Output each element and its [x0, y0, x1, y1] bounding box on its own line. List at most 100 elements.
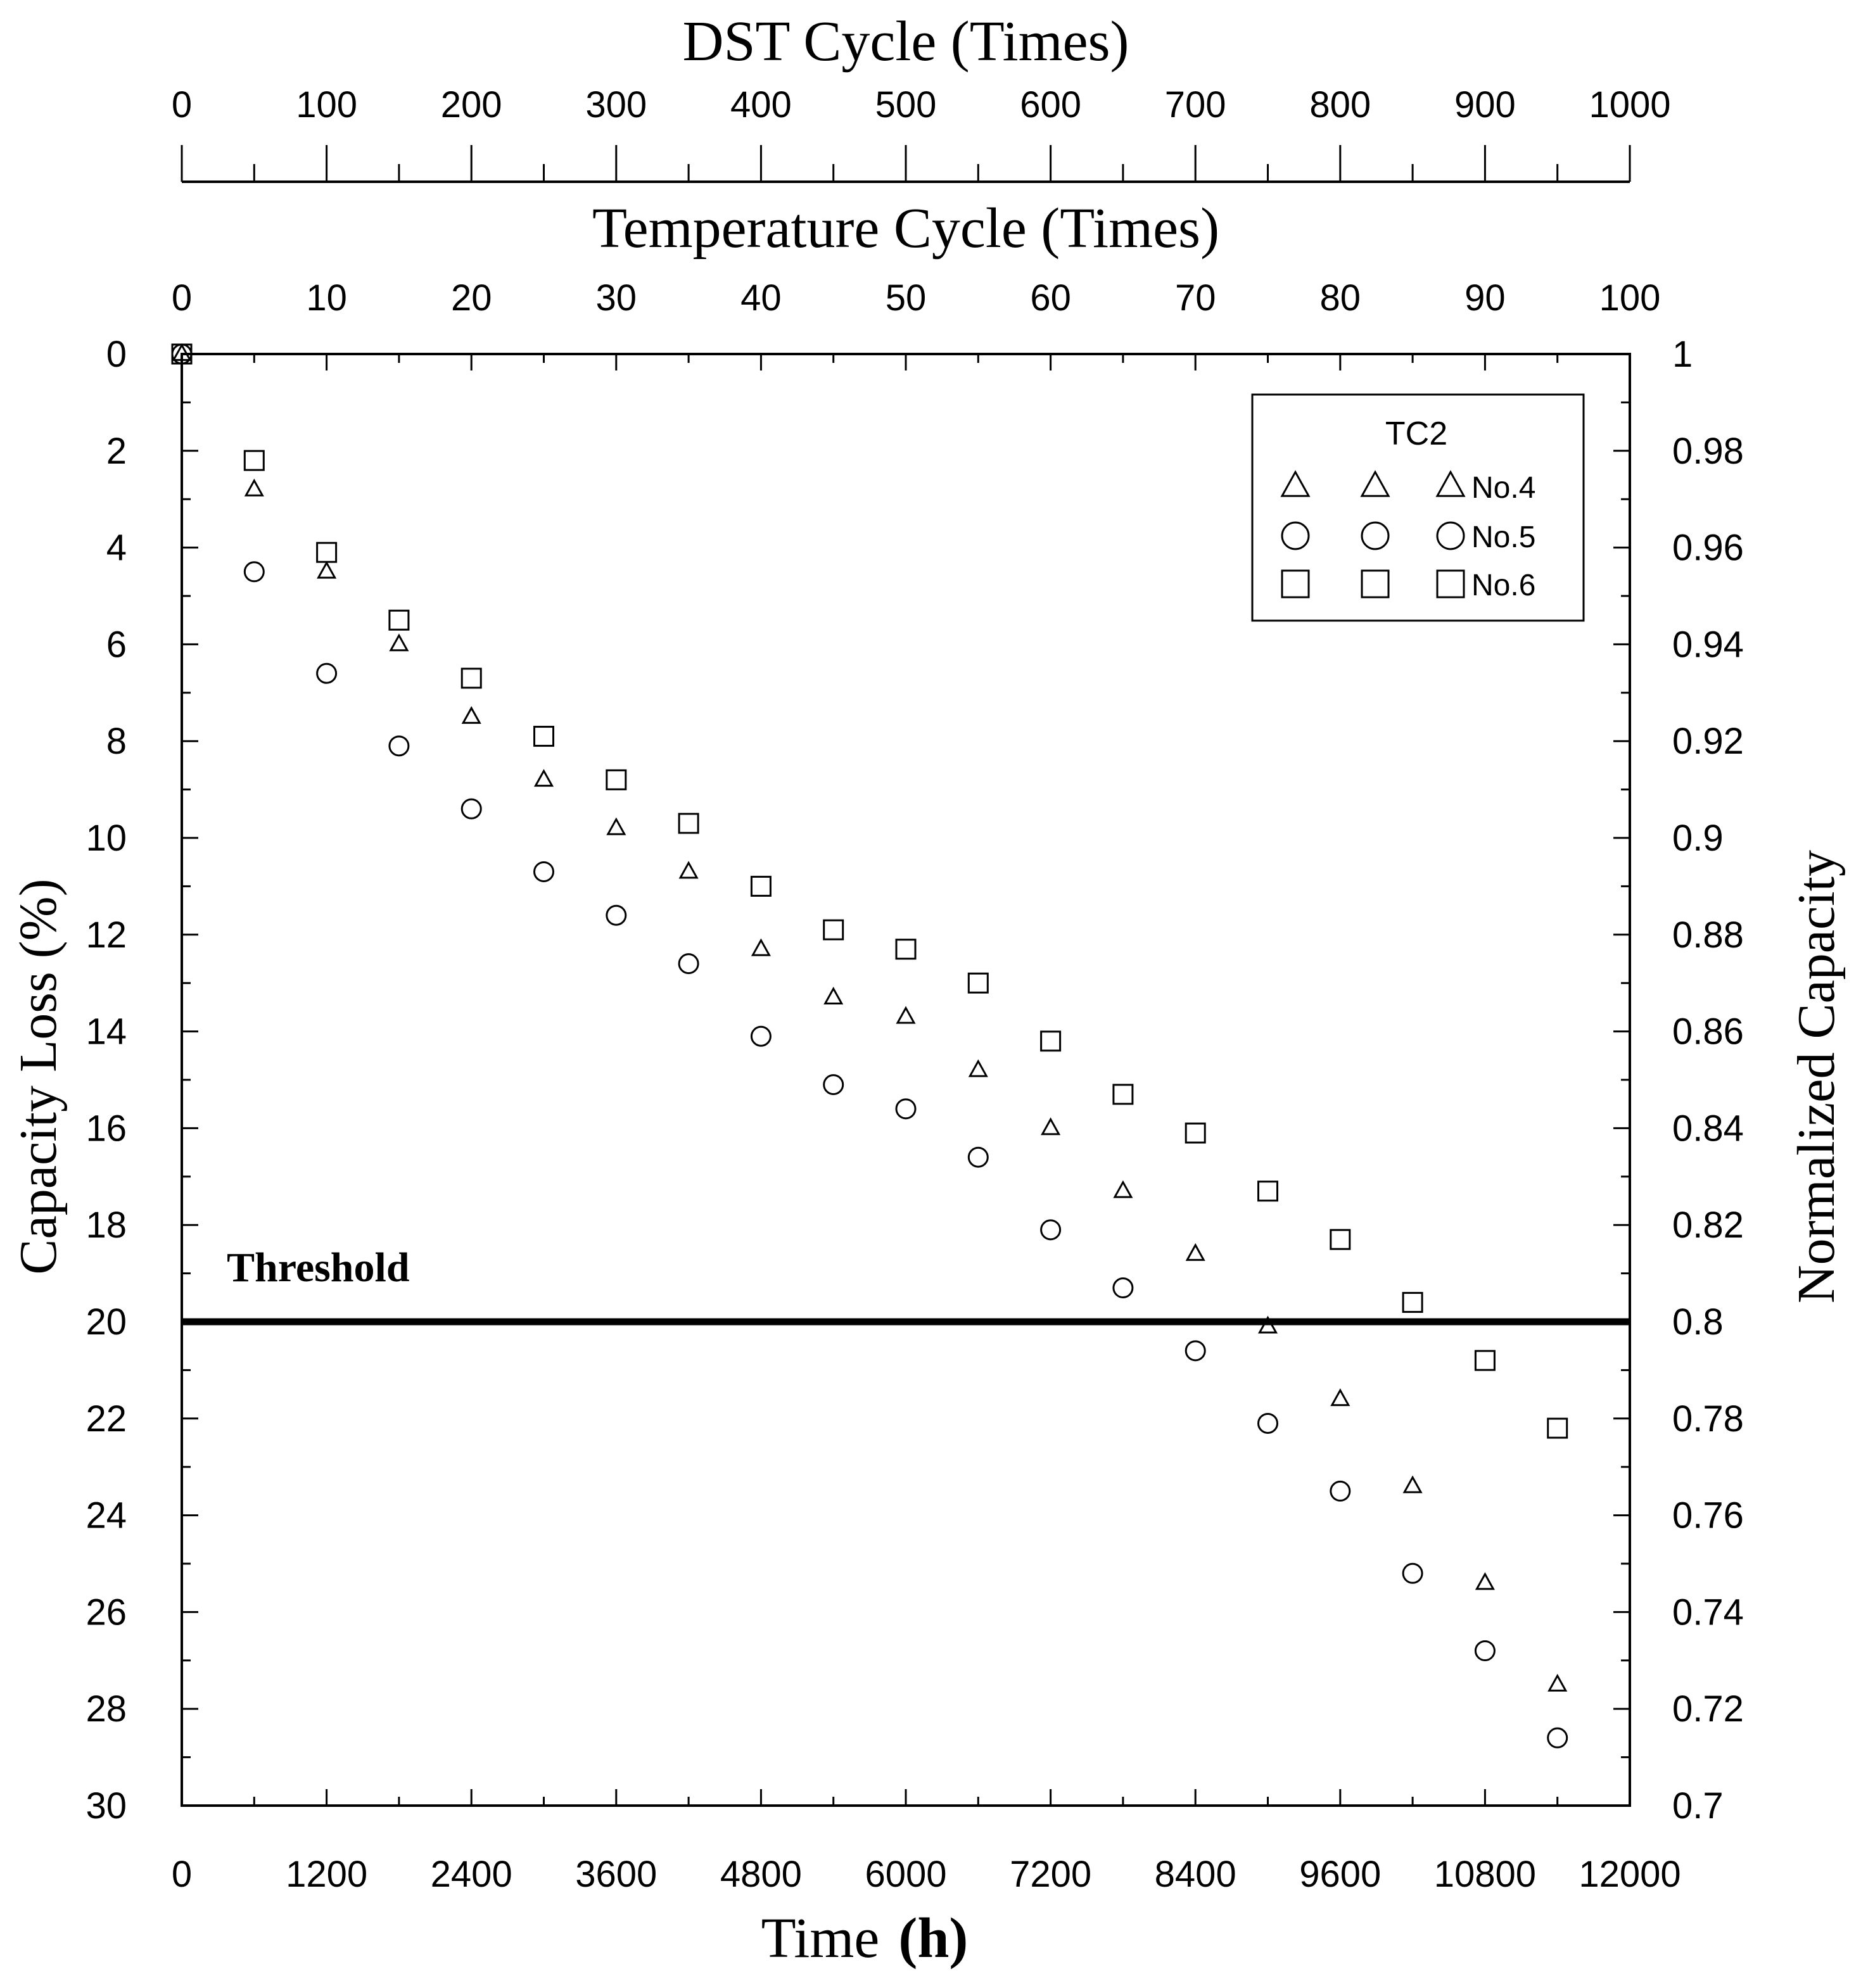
dst-tick-label: 400 [730, 84, 792, 125]
data-point-no-4-triangle [1041, 1117, 1061, 1136]
data-point-no-4-triangle [1113, 1180, 1133, 1198]
data-point-no-6-square [1257, 1181, 1278, 1202]
left-tick-label: 14 [86, 1011, 127, 1053]
legend-box [1251, 393, 1585, 622]
bottom-axis-title-main: Time [761, 1907, 880, 1970]
right-tick-label: 0.96 [1672, 528, 1744, 569]
data-point-no-5-circle [1474, 1640, 1496, 1662]
data-point-no-4-triangle [968, 1059, 988, 1077]
legend-marker-circle [1361, 521, 1390, 550]
data-point-no-5-circle [895, 1098, 917, 1120]
data-point-no-5-circle [388, 735, 410, 757]
legend-label: No.6 [1471, 569, 1535, 602]
legend-marker-triangle [1360, 470, 1390, 497]
dst-axis-title: DST Cycle (Times) [682, 10, 1129, 73]
right-tick-label: 0.94 [1672, 624, 1744, 665]
data-point-no-6-square [461, 668, 482, 689]
right-tick-label: 0.9 [1672, 818, 1724, 859]
data-point-no-5-circle [823, 1074, 844, 1096]
data-point-no-6-square [533, 726, 554, 747]
left-tick-label: 12 [86, 915, 127, 956]
left-tick-label: 4 [106, 528, 127, 569]
data-point-no-4-triangle [461, 706, 481, 724]
data-point-no-4-triangle [678, 861, 699, 879]
data-point-no-4-triangle [1402, 1475, 1423, 1493]
threshold-label: Threshold [227, 1244, 410, 1291]
bottom-tick-label: 10800 [1434, 1854, 1536, 1895]
legend-label: No.5 [1471, 521, 1535, 554]
data-point-no-5-circle [1402, 1562, 1423, 1584]
right-tick-label: 0.76 [1672, 1495, 1744, 1536]
left-tick-label: 20 [86, 1301, 127, 1343]
right-tick-label: 0.82 [1672, 1205, 1744, 1246]
dst-tick-label: 100 [296, 84, 357, 125]
bottom-tick-label: 4800 [720, 1854, 802, 1895]
data-point-no-6-square [1474, 1350, 1496, 1371]
right-tick-label: 0.7 [1672, 1785, 1724, 1827]
data-point-no-5-circle [1257, 1412, 1278, 1434]
data-point-no-5-circle [1112, 1277, 1134, 1299]
right-tick-label: 0.88 [1672, 915, 1744, 956]
data-point-no-6-square [750, 875, 772, 897]
right-axis-title: Normalized Capacity [1787, 850, 1846, 1303]
data-point-no-5-circle [533, 861, 554, 882]
right-tick-label: 0.74 [1672, 1592, 1744, 1633]
axis-tick-labels: 0 1200 2400 3600 4800 6000 7200 8400 9600 10800 12… [86, 84, 1743, 1895]
data-point-no-4-triangle [1185, 1243, 1205, 1261]
temperature-tick-label: 80 [1320, 277, 1361, 319]
left-tick-label: 28 [86, 1688, 127, 1730]
data-point-no-6-square [1330, 1229, 1351, 1250]
bottom-tick-label: 3600 [575, 1854, 657, 1895]
data-point-no-4-triangle [1475, 1572, 1495, 1590]
bottom-tick-label: 12000 [1579, 1854, 1681, 1895]
right-tick-label: 0.86 [1672, 1011, 1744, 1053]
data-point-no-4-triangle [533, 769, 554, 787]
data-point-no-5-circle [606, 904, 627, 926]
data-point-no-4-triangle [1547, 1673, 1568, 1692]
bottom-tick-label: 7200 [1010, 1854, 1091, 1895]
data-point-no-6-square [1185, 1122, 1206, 1144]
bottom-tick-label: 8400 [1155, 1854, 1236, 1895]
temperature-axis-title: Temperature Cycle (Times) [592, 197, 1219, 260]
left-tick-label: 26 [86, 1592, 127, 1633]
data-point-no-4-triangle [823, 986, 844, 1004]
right-tick-label: 0.78 [1672, 1398, 1744, 1440]
bottom-tick-label: 6000 [865, 1854, 946, 1895]
data-point-no-6-square [1040, 1030, 1062, 1052]
right-tick-label: 0.98 [1672, 431, 1744, 472]
bottom-tick-label: 2400 [431, 1854, 512, 1895]
legend: TC2 No.4 No.5 No.6 [1251, 393, 1585, 622]
left-tick-label: 0 [106, 334, 127, 375]
data-markers [171, 343, 1568, 1749]
left-tick-label: 10 [86, 818, 127, 859]
data-point-no-4-triangle [1257, 1315, 1278, 1334]
left-tick-label: 16 [86, 1108, 127, 1149]
data-point-no-4-triangle [317, 560, 337, 579]
temperature-tick-label: 60 [1030, 277, 1071, 319]
legend-title: TC2 [1385, 415, 1447, 452]
bottom-tick-label: 1200 [286, 1854, 367, 1895]
data-point-no-4-triangle [389, 633, 409, 652]
legend-marker-triangle [1435, 470, 1466, 497]
bottom-axis-title: Time (h) [761, 1907, 969, 1970]
legend-marker-square [1436, 569, 1465, 598]
left-axis-title: Capacity Loss (%) [9, 878, 68, 1274]
temperature-tick-label: 20 [451, 277, 492, 319]
right-tick-label: 0.72 [1672, 1688, 1744, 1730]
temperature-tick-label: 90 [1465, 277, 1506, 319]
temperature-tick-label: 40 [740, 277, 782, 319]
legend-rows: No.4 No.5 No.6 [1280, 470, 1535, 602]
data-point-no-6-square [1547, 1417, 1568, 1439]
dst-tick-label: 600 [1020, 84, 1081, 125]
data-point-no-6-square [1112, 1084, 1134, 1105]
data-point-no-6-square [243, 450, 265, 471]
data-point-no-6-square [967, 972, 989, 994]
right-tick-label: 0.8 [1672, 1301, 1724, 1343]
data-point-no-6-square [316, 541, 338, 563]
data-point-no-6-square [171, 343, 193, 365]
data-point-no-6-square [388, 609, 410, 631]
dst-tick-label: 200 [441, 84, 502, 125]
data-point-no-4-triangle [172, 343, 192, 361]
data-point-no-5-circle [316, 662, 338, 684]
bottom-tick-label: 0 [172, 1854, 192, 1895]
